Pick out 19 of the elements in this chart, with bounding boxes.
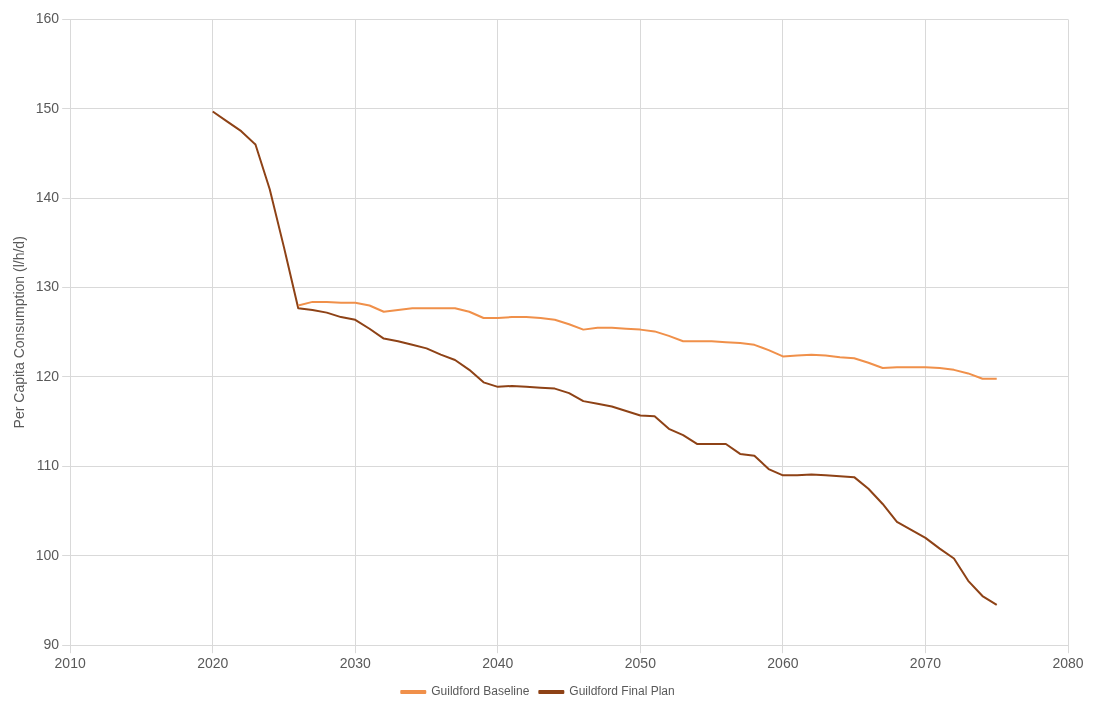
x-tick-label: 2030 bbox=[339, 655, 372, 672]
legend-label: Guildford Baseline bbox=[431, 684, 530, 699]
x-tick-label: 2080 bbox=[1052, 655, 1084, 672]
y-tick-label: 110 bbox=[36, 457, 60, 474]
x-tick-label: 2060 bbox=[767, 655, 799, 672]
x-tick-label: 2040 bbox=[482, 655, 514, 672]
y-tick-label: 90 bbox=[43, 636, 60, 653]
y-tick-label: 150 bbox=[35, 99, 60, 116]
x-tick-label: 2050 bbox=[624, 655, 657, 672]
y-axis-title: Per Capita Consumption (l/h/d) bbox=[11, 236, 28, 429]
legend-label: Guildford Final Plan bbox=[569, 684, 675, 699]
y-tick-label: 100 bbox=[35, 546, 60, 563]
y-tick-label: 120 bbox=[35, 367, 60, 384]
y-tick-label: 130 bbox=[35, 278, 60, 295]
x-tick-label: 2020 bbox=[197, 655, 229, 672]
x-tick-label: 2010 bbox=[54, 655, 86, 672]
x-tick-label: 2070 bbox=[909, 655, 942, 672]
y-tick-label: 140 bbox=[35, 189, 60, 206]
y-tick-label: 160 bbox=[35, 10, 60, 27]
